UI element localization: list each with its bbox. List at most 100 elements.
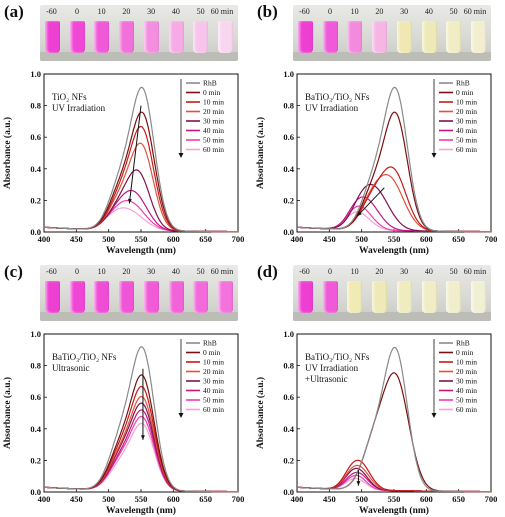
- time-label: 60 min: [463, 267, 487, 276]
- legend-entry: 10 min: [203, 98, 224, 107]
- panel-letter: (b): [257, 2, 278, 21]
- series-line: [44, 422, 238, 493]
- vial: [421, 21, 437, 53]
- legend-entry: RhB: [456, 79, 470, 88]
- x-tick-label: 700: [485, 494, 498, 504]
- legend-arrow-head: [178, 413, 184, 418]
- x-axis-label: Wavelength (nm): [106, 505, 176, 516]
- legend-entry: 20 min: [456, 107, 477, 116]
- time-label: 40: [171, 7, 180, 16]
- panel-a: (a) -60 0 10 20 30 40 50 60 min 400 450 500 550 600…: [0, 0, 250, 256]
- x-tick-label: 550: [388, 234, 401, 244]
- x-tick-label: 600: [167, 234, 180, 244]
- x-tick-label: 650: [199, 494, 212, 504]
- absorbance-chart: 400 450 500 550 600 650 700 0.0 0.2 0.4 0.6 0.8 1.0 W…: [255, 329, 498, 516]
- x-tick-label: 400: [38, 494, 51, 504]
- photo-shelf: [293, 312, 491, 321]
- series-line: [297, 173, 491, 233]
- legend-entry: 50 min: [456, 136, 477, 145]
- time-label: 30: [147, 267, 156, 276]
- x-tick-label: 500: [355, 234, 368, 244]
- condition-label: +Ultrasonic: [305, 374, 348, 384]
- legend-entry: 0 min: [456, 348, 474, 357]
- vial: [297, 21, 313, 53]
- legend-entry: 40 min: [203, 126, 224, 135]
- legend-entry: 40 min: [203, 386, 224, 395]
- y-tick-label: 0.8: [30, 101, 41, 111]
- vial: [143, 21, 159, 53]
- legend-entry: RhB: [203, 79, 217, 88]
- vial: [218, 281, 234, 313]
- x-tick-label: 500: [102, 494, 115, 504]
- legend-entry: 0 min: [203, 348, 221, 357]
- y-tick-label: 1.0: [30, 329, 41, 339]
- vial-photo: -60 0 10 20 30 40 50 60 min: [293, 265, 491, 321]
- x-tick-label: 400: [291, 234, 304, 244]
- legend-entry: 30 min: [456, 117, 477, 126]
- time-label: 50: [449, 267, 458, 276]
- vial: [94, 21, 110, 53]
- arrow-head: [356, 481, 361, 486]
- vial: [193, 21, 209, 53]
- series-line: [297, 464, 491, 493]
- x-tick-label: 450: [70, 234, 83, 244]
- vial: [471, 281, 487, 313]
- time-label: 10: [350, 267, 359, 276]
- vial: [44, 281, 60, 313]
- series-line: [44, 142, 238, 233]
- vial: [396, 21, 412, 53]
- condition-label: UV Irradiation: [305, 103, 359, 113]
- x-tick-label: 600: [167, 494, 180, 504]
- x-axis-label: Wavelength (nm): [106, 245, 176, 256]
- vial: [446, 21, 462, 53]
- y-axis-label: Absorbance (a.u.): [2, 377, 13, 449]
- time-label: 60 min: [463, 7, 487, 16]
- vial: [421, 281, 437, 313]
- y-tick-label: 0.4: [283, 424, 294, 434]
- x-tick-label: 500: [102, 234, 115, 244]
- x-tick-label: 700: [232, 234, 245, 244]
- vial: [94, 281, 110, 313]
- y-axis-label: Absorbance (a.u.): [2, 117, 13, 189]
- legend-entry: 0 min: [456, 88, 474, 97]
- legend-entry: 0 min: [203, 88, 221, 97]
- legend-entry: 30 min: [456, 377, 477, 386]
- legend-entry: RhB: [203, 339, 217, 348]
- y-tick-label: 0.8: [30, 361, 41, 371]
- panel-letter: (d): [257, 262, 278, 281]
- time-label: -60: [299, 267, 310, 276]
- panel-b: (b) -60 0 10 20 30 40 50 60 min 400 450 500 550 600…: [253, 0, 503, 256]
- time-label: -60: [299, 7, 310, 16]
- vial: [119, 21, 135, 53]
- time-label: 10: [97, 7, 106, 16]
- x-tick-label: 400: [291, 494, 304, 504]
- vial: [218, 21, 234, 53]
- arrow-head: [140, 435, 145, 440]
- vial: [471, 21, 487, 53]
- legend-entry: 30 min: [203, 117, 224, 126]
- vial: [44, 21, 60, 53]
- x-tick-label: 600: [420, 234, 433, 244]
- legend-entry: 50 min: [203, 396, 224, 405]
- trend-arrow: [356, 187, 385, 217]
- y-tick-label: 0.4: [283, 164, 294, 174]
- x-tick-label: 400: [38, 234, 51, 244]
- time-label: 10: [350, 7, 359, 16]
- vial-photo: -60 0 10 20 30 40 50 60 min: [40, 265, 238, 321]
- x-tick-label: 550: [135, 494, 148, 504]
- photo-shelf: [293, 52, 491, 61]
- time-label: 20: [375, 7, 384, 16]
- x-tick-label: 650: [452, 234, 465, 244]
- y-tick-label: 0.6: [30, 132, 41, 142]
- x-tick-label: 550: [388, 494, 401, 504]
- arrow-head: [357, 211, 362, 217]
- time-label: 60 min: [210, 267, 234, 276]
- time-label: 20: [122, 7, 131, 16]
- condition-label: TiO₂ NFs: [52, 92, 87, 102]
- legend-entry: 10 min: [456, 358, 477, 367]
- series-line: [297, 346, 491, 493]
- vial: [69, 281, 85, 313]
- vial: [446, 281, 462, 313]
- legend-entry: 60 min: [456, 405, 477, 414]
- y-tick-label: 0.8: [283, 361, 294, 371]
